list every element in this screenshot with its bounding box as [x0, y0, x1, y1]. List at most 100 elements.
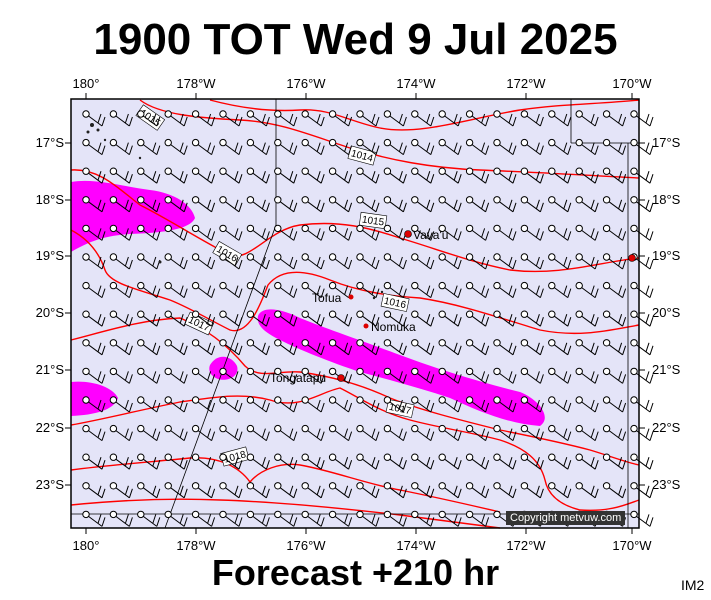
- wind-barb: [109, 167, 133, 184]
- wind-barb: [520, 367, 544, 384]
- wind-barb: [602, 138, 627, 156]
- wind-barb: [575, 424, 599, 442]
- wind-barb: [82, 196, 106, 213]
- wind-barb: [575, 310, 599, 327]
- lon-label-bottom-172w: 172°W: [506, 538, 546, 553]
- wind-barb: [438, 253, 462, 270]
- wind-barb: [411, 510, 435, 527]
- wind-barb: [493, 482, 517, 499]
- wind-barb: [274, 453, 298, 470]
- wind-barb: [219, 482, 243, 499]
- wind-barb: [465, 510, 490, 527]
- wind-barb: [465, 196, 490, 213]
- wind-barb: [602, 167, 627, 184]
- wind-barb: [328, 253, 353, 270]
- wind-barb: [164, 110, 188, 127]
- wind-barb: [82, 281, 106, 299]
- place-nomuka-marker: [363, 323, 369, 329]
- isobar-line: [209, 99, 640, 131]
- wind-barb: [493, 367, 517, 384]
- wind-barb: [411, 310, 435, 327]
- wind-barb: [164, 396, 188, 413]
- wind-barb: [411, 167, 435, 184]
- wind-barb: [383, 167, 407, 184]
- rain-area-north: [71, 180, 195, 252]
- wind-barb: [164, 453, 188, 470]
- wind-barb: [548, 253, 572, 270]
- wind-barb: [548, 224, 572, 241]
- wind-barb: [383, 510, 407, 527]
- wind-barb: [274, 110, 298, 127]
- wind-barb: [465, 281, 490, 299]
- wind-barb: [219, 281, 243, 299]
- wind-barb: [328, 453, 353, 470]
- wind-barb: [356, 453, 380, 470]
- wind-barb: [82, 310, 106, 327]
- wind-barb: [465, 396, 490, 413]
- wind-barb: [274, 196, 298, 213]
- isobar-line: [70, 498, 501, 529]
- wind-barb: [274, 510, 298, 527]
- wind-barb: [575, 167, 599, 184]
- wind-barb: [575, 224, 599, 241]
- wind-barb: [301, 224, 325, 241]
- wind-barb: [602, 396, 627, 413]
- place-nomuka-label: Nomuka: [371, 320, 416, 334]
- lon-label-top-174w: 174°W: [396, 76, 436, 91]
- wind-barb: [219, 424, 243, 442]
- wind-barb: [493, 110, 517, 127]
- wind-barb: [493, 253, 517, 270]
- wind-barb: [191, 196, 216, 213]
- lon-label-top-178w: 178°W: [176, 76, 216, 91]
- wind-barb: [493, 310, 517, 327]
- wind-barb: [602, 281, 627, 299]
- wind-barb: [191, 453, 216, 470]
- wind-barb: [109, 281, 133, 299]
- wind-barb: [493, 196, 517, 213]
- wind-barb: [575, 339, 599, 356]
- wind-barb: [137, 224, 161, 241]
- wind-barb: [520, 253, 544, 270]
- wind-barb: [356, 138, 380, 156]
- lat-label-right-23s: 23°S: [652, 477, 681, 492]
- wind-barb: [164, 339, 188, 356]
- wind-barb: [328, 138, 353, 156]
- wind-barb: [465, 110, 490, 127]
- wind-barb: [109, 424, 133, 442]
- wind-barb: [219, 110, 243, 127]
- wind-barb: [465, 138, 490, 156]
- wind-barb: [219, 167, 243, 184]
- wind-barb: [438, 138, 462, 156]
- wind-barb: [219, 396, 243, 413]
- wind-barb: [328, 396, 353, 413]
- wind-barb: [246, 396, 270, 413]
- place-niuafoou-marker: [628, 254, 636, 262]
- wind-barb: [575, 138, 599, 156]
- wind-barb: [328, 424, 353, 442]
- wind-barb: [274, 482, 298, 499]
- rain-areas: [71, 180, 545, 426]
- lon-label-bottom-176w: 176°W: [286, 538, 326, 553]
- wind-barb: [164, 224, 188, 241]
- wind-barb: [356, 510, 380, 527]
- wind-barb: [383, 339, 407, 356]
- wind-barb: [356, 196, 380, 213]
- wind-barb: [602, 367, 627, 384]
- wind-barb: [82, 224, 106, 241]
- wind-barb: [383, 396, 407, 413]
- wind-barb: [465, 453, 490, 470]
- wind-barb: [602, 110, 627, 127]
- wind-barb: [493, 281, 517, 299]
- wind-barb: [411, 396, 435, 413]
- wind-barb: [548, 339, 572, 356]
- wind-barb: [82, 396, 106, 413]
- wind-barb: [575, 482, 599, 499]
- wind-barb: [137, 167, 161, 184]
- wind-barb: [301, 167, 325, 184]
- wind-barb: [328, 110, 353, 127]
- wind-barb: [164, 281, 188, 299]
- place-tongatapu-label: Tongatapu: [270, 371, 326, 385]
- wind-barb: [246, 196, 270, 213]
- wind-barb: [274, 396, 298, 413]
- lat-label-right-22s: 22°S: [652, 420, 681, 435]
